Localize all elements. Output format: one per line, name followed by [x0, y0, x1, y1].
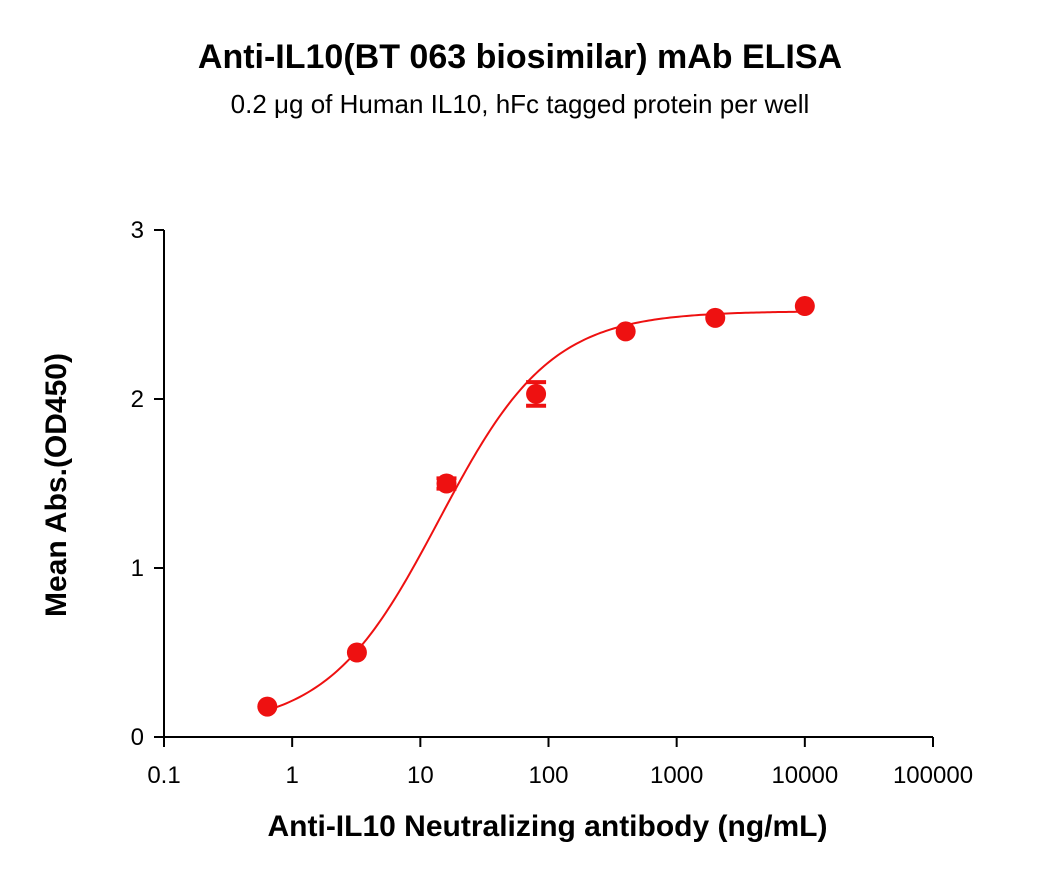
data-point	[794, 296, 815, 317]
y-tick-label: 0	[131, 724, 144, 751]
x-tick-label: 100	[528, 762, 568, 789]
y-tick-label: 2	[131, 386, 144, 413]
data-point	[705, 307, 726, 328]
data-point	[257, 696, 278, 717]
data-point	[526, 383, 547, 404]
x-tick-label: 1	[285, 762, 298, 789]
data-point	[436, 473, 457, 494]
x-tick-label: 100000	[893, 762, 973, 789]
x-axis-label: Anti-IL10 Neutralizing antibody (ng/mL)	[267, 810, 828, 843]
y-tick-label: 1	[131, 555, 144, 582]
x-tick-label: 1000	[650, 762, 703, 789]
data-point	[346, 642, 367, 663]
y-tick-label: 3	[131, 217, 144, 244]
chart-subtitle: 0.2 μg of Human IL10, hFc tagged protein…	[230, 89, 810, 119]
x-tick-label: 0.1	[147, 762, 180, 789]
x-tick-label: 10	[407, 762, 434, 789]
x-tick-label: 10000	[771, 762, 838, 789]
chart-title: Anti-IL10(BT 063 biosimilar) mAb ELISA	[197, 38, 843, 76]
data-point	[615, 321, 636, 342]
